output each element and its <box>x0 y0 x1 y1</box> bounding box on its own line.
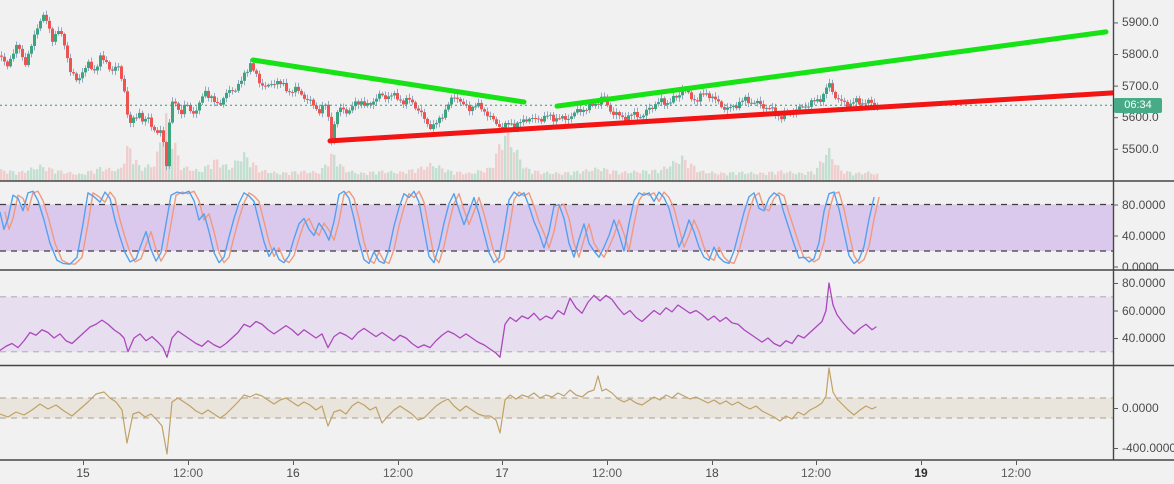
time-axis-tick-label: 15 <box>76 466 90 480</box>
y-axis-tick-label: 60.0000 <box>1122 303 1166 318</box>
time-axis-tick-label: 17 <box>495 466 509 480</box>
y-axis-tick-label: 80.0000 <box>1122 197 1166 212</box>
y-axis-tick-label: 5500.0 <box>1122 141 1159 156</box>
time-axis-tick-label: 18 <box>705 466 719 480</box>
time-axis-tick-label: 12:00 <box>800 466 832 480</box>
y-axis-tick-label: 0.0000 <box>1122 401 1159 415</box>
y-axis-tick-label: 40.0000 <box>1122 228 1166 243</box>
y-axis-tick-label: 5900.0 <box>1122 15 1159 30</box>
y-axis-tick-label: 5800.0 <box>1122 47 1159 62</box>
price-scale-drag-zone[interactable] <box>1113 0 1174 460</box>
countdown-badge: 06:34 <box>1114 97 1162 113</box>
time-axis-tick-label: 12:00 <box>1000 466 1032 480</box>
time-axis-tick-label: 19 <box>914 466 928 480</box>
y-axis-tick-label: 5600.0 <box>1122 110 1159 125</box>
time-axis-tick-label: 16 <box>286 466 300 480</box>
y-axis-tick-label: 5700.0 <box>1122 78 1159 93</box>
y-axis-tick-label: 40.0000 <box>1122 331 1166 345</box>
time-scale-drag-zone[interactable] <box>0 461 1174 484</box>
time-axis-tick-label: 12:00 <box>591 466 623 480</box>
y-axis-tick-label: 0.0000 <box>1122 259 1159 274</box>
y-axis-tick-label: -400.0000 <box>1122 441 1174 455</box>
y-axis-tick-label: 80.0000 <box>1122 276 1166 290</box>
time-axis-tick-label: 12:00 <box>172 466 204 480</box>
time-axis-tick-label: 12:00 <box>382 466 414 480</box>
